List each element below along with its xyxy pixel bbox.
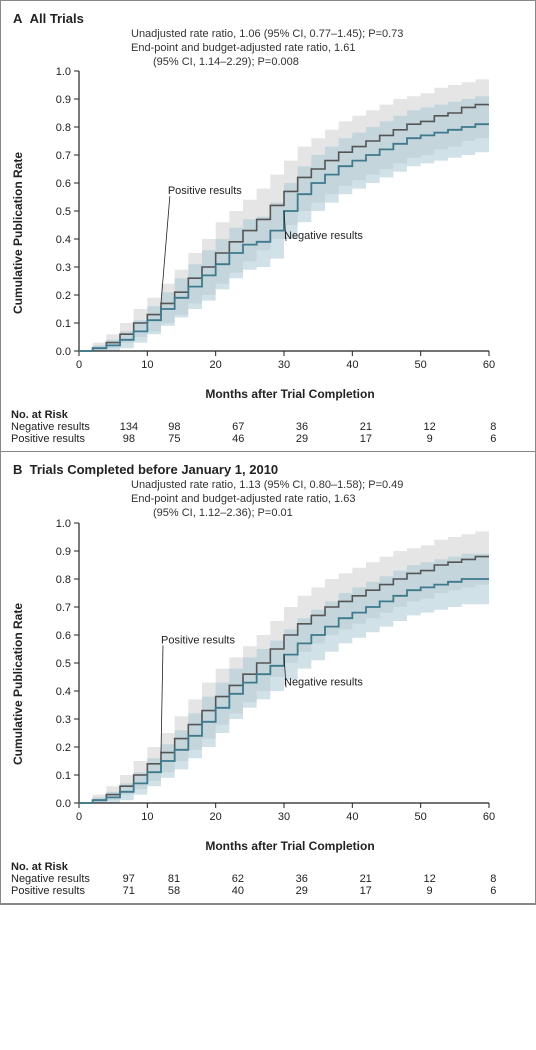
svg-text:10: 10: [141, 359, 153, 371]
svg-text:0: 0: [76, 359, 82, 371]
svg-text:60: 60: [483, 811, 495, 823]
svg-text:1.0: 1.0: [56, 66, 71, 78]
svg-text:0.6: 0.6: [56, 630, 71, 642]
svg-text:0.4: 0.4: [56, 686, 71, 698]
x-axis-label: Months after Trial Completion: [31, 839, 525, 853]
svg-text:60: 60: [483, 359, 495, 371]
svg-text:0.5: 0.5: [56, 206, 71, 218]
risk-row: Negative results13498673621128: [11, 421, 525, 433]
y-axis-label: Cumulative Publication Rate: [11, 603, 29, 765]
svg-text:50: 50: [415, 811, 427, 823]
svg-text:0: 0: [76, 811, 82, 823]
stats-block: Unadjusted rate ratio, 1.13 (95% CI, 0.8…: [131, 479, 525, 520]
series-label: Negative results: [284, 676, 363, 688]
stats-line: Unadjusted rate ratio, 1.13 (95% CI, 0.8…: [131, 479, 525, 493]
y-axis-label: Cumulative Publication Rate: [11, 152, 29, 314]
svg-text:0.2: 0.2: [56, 290, 71, 302]
risk-row: Positive results987546291796: [11, 433, 525, 445]
series-label: Positive results: [161, 634, 235, 646]
svg-text:0.8: 0.8: [56, 574, 71, 586]
svg-text:0.1: 0.1: [56, 770, 71, 782]
risk-row: Negative results9781623621128: [11, 873, 525, 885]
svg-text:0.9: 0.9: [56, 94, 71, 106]
svg-text:0.3: 0.3: [56, 714, 71, 726]
svg-text:0.7: 0.7: [56, 602, 71, 614]
panel-title: B Trials Completed before January 1, 201…: [13, 462, 525, 477]
svg-text:50: 50: [415, 359, 427, 371]
series-label: Positive results: [168, 185, 242, 197]
svg-text:20: 20: [210, 811, 222, 823]
svg-text:30: 30: [278, 359, 290, 371]
svg-text:20: 20: [210, 359, 222, 371]
svg-text:0.8: 0.8: [56, 122, 71, 134]
svg-text:0.1: 0.1: [56, 318, 71, 330]
risk-table: No. at RiskNegative results9781623621128…: [11, 861, 525, 897]
stats-line: End-point and budget-adjusted rate ratio…: [131, 493, 525, 507]
figure-root: A All Trials Unadjusted rate ratio, 1.06 …: [0, 0, 536, 905]
svg-text:0.2: 0.2: [56, 742, 71, 754]
km-chart: 0.0 0.1 0.2 0.3 0.4 0.5 0.6 0.7 0.8 0.9 1.0 0 10 20 30…: [31, 517, 501, 837]
risk-table: No. at RiskNegative results1349867362112…: [11, 409, 525, 445]
svg-text:0.9: 0.9: [56, 546, 71, 558]
svg-text:0.3: 0.3: [56, 262, 71, 274]
svg-text:0.0: 0.0: [56, 346, 71, 358]
svg-text:0.6: 0.6: [56, 178, 71, 190]
svg-text:40: 40: [346, 359, 358, 371]
svg-text:30: 30: [278, 811, 290, 823]
svg-text:1.0: 1.0: [56, 518, 71, 530]
risk-header: No. at Risk: [11, 861, 525, 873]
risk-header: No. at Risk: [11, 409, 525, 421]
x-axis-label: Months after Trial Completion: [31, 387, 525, 401]
km-chart: 0.0 0.1 0.2 0.3 0.4 0.5 0.6 0.7 0.8 0.9 1.0 0 10 20 30…: [31, 65, 501, 385]
svg-text:0.7: 0.7: [56, 150, 71, 162]
stats-line: End-point and budget-adjusted rate ratio…: [131, 42, 525, 56]
risk-row: Positive results715840291796: [11, 885, 525, 897]
svg-text:0.0: 0.0: [56, 798, 71, 810]
svg-text:40: 40: [346, 811, 358, 823]
svg-text:0.4: 0.4: [56, 234, 71, 246]
panel: B Trials Completed before January 1, 201…: [1, 452, 535, 903]
panel-title: A All Trials: [13, 11, 525, 26]
svg-text:0.5: 0.5: [56, 658, 71, 670]
stats-line: Unadjusted rate ratio, 1.06 (95% CI, 0.7…: [131, 28, 525, 42]
series-label: Negative results: [284, 230, 363, 242]
panel: A All Trials Unadjusted rate ratio, 1.06 …: [1, 1, 535, 452]
stats-block: Unadjusted rate ratio, 1.06 (95% CI, 0.7…: [131, 28, 525, 69]
svg-text:10: 10: [141, 811, 153, 823]
